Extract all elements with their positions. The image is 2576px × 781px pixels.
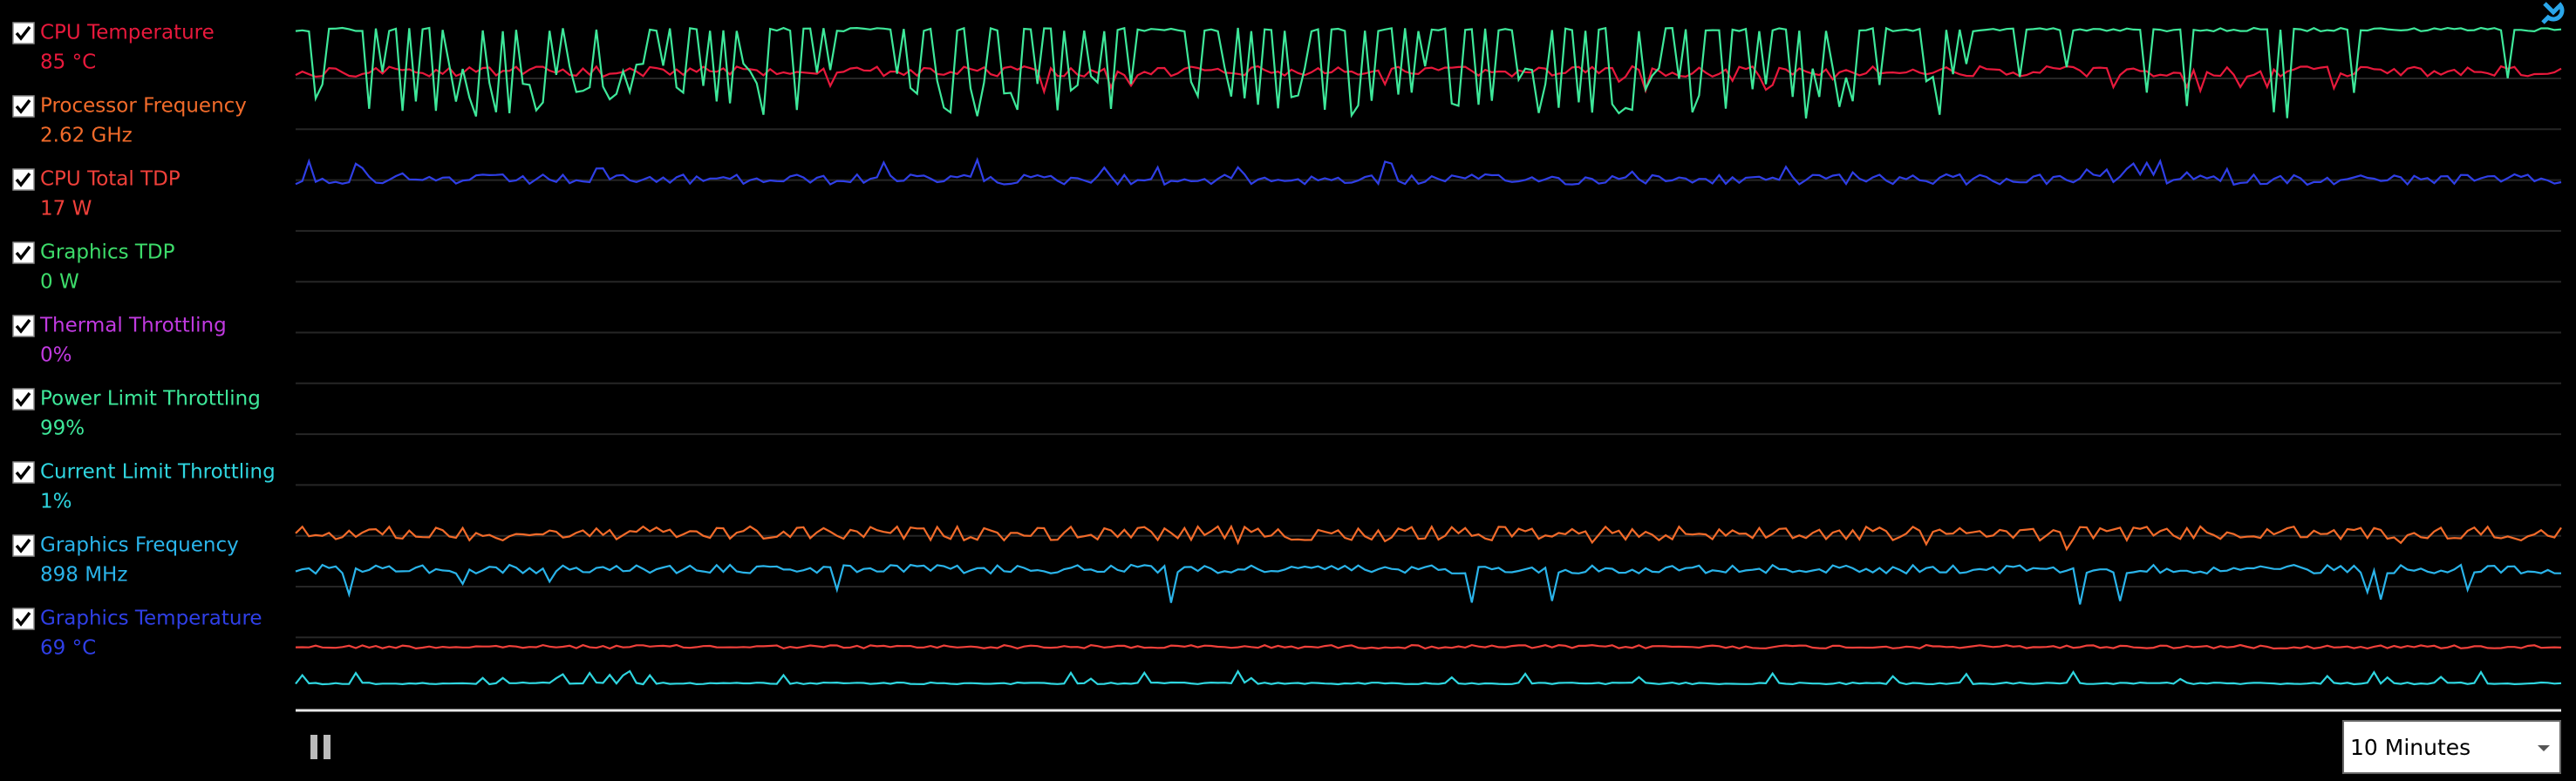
- trace-line: [295, 669, 2562, 686]
- pause-bar: [310, 735, 317, 759]
- pause-button[interactable]: [310, 735, 331, 759]
- legend-value: 0%: [40, 344, 72, 367]
- dropdown-text: 10 Minutes: [2350, 735, 2470, 760]
- legend-label: Graphics Frequency: [40, 534, 239, 557]
- trace-line: [295, 643, 2562, 650]
- trace-line: [295, 65, 2562, 96]
- legend-label: CPU Temperature: [40, 22, 215, 44]
- checkmark: [15, 98, 31, 114]
- legend-item[interactable]: Power Limit Throttling 99%: [12, 388, 261, 440]
- legend-value: 69 °C: [40, 637, 96, 660]
- checkmark: [15, 611, 31, 627]
- legend-item[interactable]: CPU Total TDP 17 W: [12, 168, 181, 221]
- legend-label: Current Limit Throttling: [40, 461, 276, 484]
- legend-item[interactable]: Thermal Throttling 0%: [12, 315, 227, 367]
- legend-label: Graphics TDP: [40, 241, 175, 264]
- legend-value: 85 °C: [40, 51, 96, 74]
- settings-icon[interactable]: [2541, 2, 2565, 24]
- dropdown-box: [2342, 720, 2561, 774]
- trace-line: [295, 157, 2562, 187]
- legend-value: 99%: [40, 418, 85, 440]
- dropdown-arrow: [2538, 745, 2550, 751]
- legend-item[interactable]: Graphics Frequency 898 MHz: [12, 534, 239, 587]
- trace-line: [295, 563, 2561, 605]
- checkmark: [15, 465, 31, 480]
- checkmark: [15, 391, 31, 407]
- legend-label: Processor Frequency: [40, 95, 247, 118]
- pause-bar: [324, 735, 331, 759]
- legend: CPU Temperature 85 °C Processor Frequency 2…: [12, 22, 276, 660]
- checkmark: [15, 245, 31, 261]
- time-range-dropdown[interactable]: 10 Minutes: [2342, 720, 2561, 774]
- legend-item[interactable]: Processor Frequency 2.62 GHz: [12, 95, 247, 147]
- trace-line: [295, 26, 2562, 119]
- checkmark: [15, 172, 31, 187]
- trace-line: [295, 524, 2562, 552]
- legend-label: Graphics Temperature: [40, 608, 262, 630]
- legend-value: 0 W: [40, 271, 79, 294]
- legend-label: Thermal Throttling: [39, 315, 227, 337]
- checkmark: [15, 25, 31, 41]
- checkmark: [15, 538, 31, 553]
- legend-item[interactable]: Graphics TDP 0 W: [12, 241, 175, 294]
- legend-item[interactable]: Graphics Temperature 69 °C: [12, 608, 262, 660]
- legend-item[interactable]: Current Limit Throttling 1%: [12, 461, 276, 513]
- legend-value: 17 W: [40, 198, 92, 221]
- legend-label: CPU Total TDP: [40, 168, 181, 191]
- legend-item[interactable]: CPU Temperature 85 °C: [12, 22, 215, 74]
- legend-value: 2.62 GHz: [40, 125, 133, 147]
- chart-traces: [295, 26, 2562, 686]
- legend-value: 1%: [40, 491, 72, 513]
- checkmark: [15, 318, 31, 334]
- legend-value: 898 MHz: [40, 564, 127, 587]
- legend-label: Power Limit Throttling: [40, 388, 261, 411]
